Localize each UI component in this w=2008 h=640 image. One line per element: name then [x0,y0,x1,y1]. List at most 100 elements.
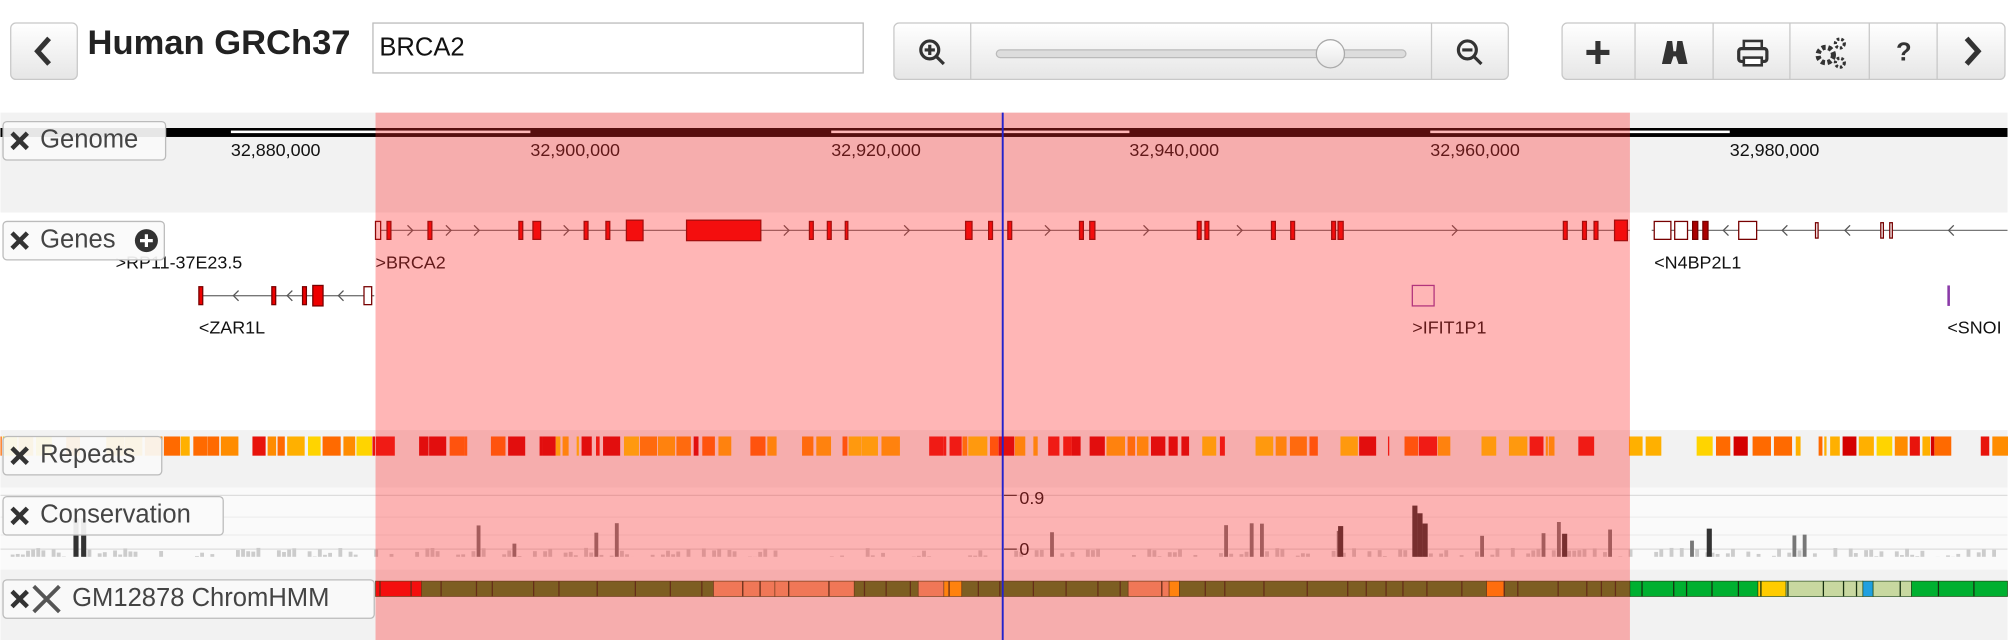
chromhmm-tick [1161,581,1163,597]
conservation-bar [968,555,972,557]
conservation-bar [660,554,665,557]
gene-label[interactable]: >IFIT1P1 [1412,318,1486,338]
conservation-bar [1848,548,1853,557]
conservation-bar [973,555,978,557]
chromhmm-tick [491,581,493,597]
repeat-element [802,436,814,456]
repeat-element [207,436,220,456]
conservation-bar [1802,534,1807,557]
conservation-bar [195,555,199,557]
close-icon[interactable] [10,446,29,465]
slider-knob[interactable] [1315,39,1346,69]
settings-button[interactable] [1815,37,1846,69]
conservation-bar [676,551,681,557]
conservation-bar [1014,550,1019,557]
conservation-bar [256,547,261,557]
gene-label[interactable]: <SNOI [1947,318,2001,338]
conservation-bar [563,552,568,557]
chromhmm-tick [1065,581,1067,597]
zoom-out-button[interactable] [1432,23,1509,79]
repeat-element [1578,436,1595,456]
add-button[interactable] [1586,40,1610,64]
print-button[interactable] [1737,39,1769,67]
conservation-bar [87,549,92,557]
conservation-bar [1193,554,1198,557]
conservation-bar [758,551,763,557]
collapse-icon[interactable] [32,584,61,614]
repeat-element [881,436,900,456]
repeat-element [1909,436,1920,456]
conservation-bar [1577,550,1582,557]
track-label[interactable] [2,220,165,261]
repeat-element [1219,436,1225,456]
chromhmm-tick [1426,581,1428,597]
conservation-peak [1422,523,1428,557]
conservation-bar [1157,556,1162,557]
conservation-bar [502,554,507,557]
conservation-bar [1147,548,1152,557]
conservation-bar [282,552,286,557]
conservation-bar [1398,549,1403,557]
zar1l-exons [198,284,373,307]
gene-label[interactable]: <N4BP2L1 [1654,252,1741,272]
repeat-element [693,436,699,456]
help-button[interactable]: ? [1896,39,1912,67]
track-label[interactable] [2,579,375,619]
chromhmm-tick [1737,581,1740,597]
conservation-bar [113,550,117,557]
conservation-bar [323,554,327,557]
conservation-bar [1981,549,1986,557]
chromhmm-tick [742,581,744,597]
conservation-bar [1034,550,1039,557]
repeat-element [962,436,968,456]
find-button[interactable] [1661,40,1688,64]
conservation-bar [123,548,128,557]
repeat-element [750,436,766,456]
repeat-element [1934,436,1952,456]
zoom-slider[interactable] [995,49,1407,59]
close-icon[interactable] [10,231,29,250]
repeat-element [1437,436,1451,456]
close-icon[interactable] [10,131,29,151]
repeat-element [0,436,2,456]
zoom-in-button[interactable] [894,23,971,79]
search-input[interactable] [372,22,864,74]
chromhmm-tick [1517,581,1519,597]
track-label[interactable] [2,435,163,476]
conservation-bar [1869,549,1874,557]
track-label[interactable] [2,120,167,161]
close-icon[interactable] [10,506,29,526]
conservation-bar [625,554,629,557]
repeat-element [220,436,239,456]
repeat-element [1168,436,1178,456]
back-button[interactable] [10,22,78,80]
conservation-bar [476,525,481,557]
gene-label[interactable]: <ZAR1L [199,318,265,338]
conservation-bar [1295,555,1300,557]
repeat-element [372,436,376,456]
repeat-element [702,436,715,456]
chromhmm-tick [1365,581,1367,597]
conservation-bar [15,553,20,557]
repeat-element [375,436,395,456]
conservation-bar [1377,550,1382,557]
repeat-element [1529,436,1544,456]
conservation-bar [1894,551,1899,557]
repeat-element [163,436,181,456]
repeat-element [1481,436,1497,456]
conservation-bar [1756,553,1761,557]
chromhmm-tick [1557,581,1559,597]
add-track-icon[interactable] [140,234,153,248]
conservation-bar [200,552,204,557]
forward-icon[interactable] [1964,36,1982,66]
gene-label[interactable]: >BRCA2 [376,252,446,272]
conservation-bar [532,551,537,557]
conservation-bar [573,555,578,557]
repeat-element [1137,436,1149,456]
close-icon[interactable] [10,589,29,609]
track-label[interactable] [2,496,224,536]
conservation-bar [1572,550,1577,557]
repeat-element [1752,436,1771,456]
conservation-bar [10,554,15,557]
